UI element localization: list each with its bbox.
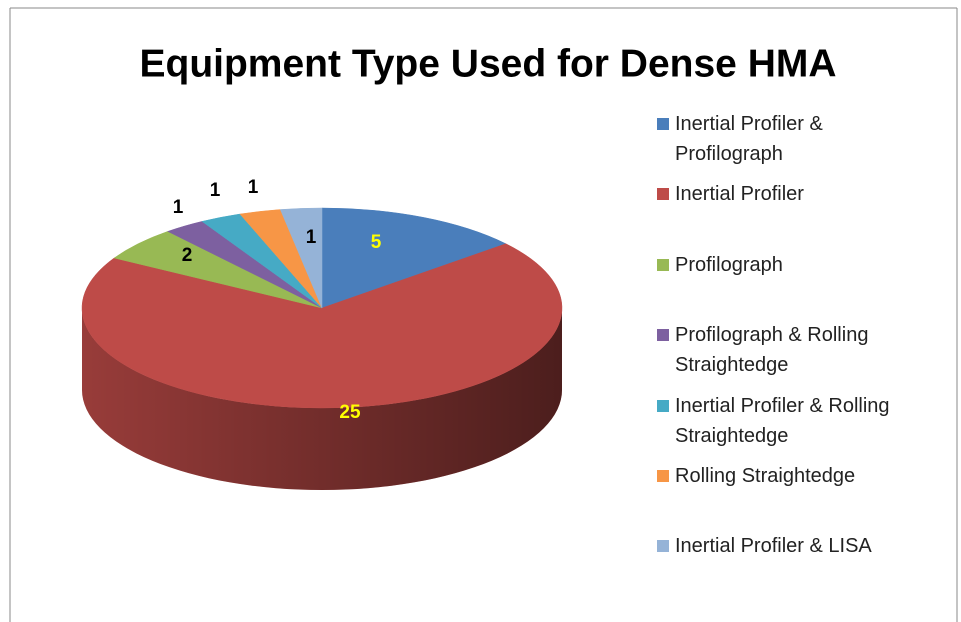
legend-label: Inertial Profiler & Rolling Straightedge <box>675 394 890 447</box>
legend-swatch <box>657 329 669 342</box>
legend-swatch <box>657 188 669 201</box>
legend-label: Inertial Profiler <box>675 183 804 206</box>
legend-swatch <box>657 258 669 271</box>
data-label: 1 <box>248 177 259 198</box>
legend-item: Inertial Profiler & Rolling Straightedge <box>657 391 932 451</box>
data-label: 1 <box>210 180 221 201</box>
legend-item: Inertial Profiler <box>657 179 932 209</box>
legend-label: Inertial Profiler & LISA <box>675 535 872 558</box>
data-label: 5 <box>371 232 382 253</box>
legend-label: Rolling Straightedge <box>675 465 856 487</box>
legend-item: Inertial Profiler & Profilograph <box>657 109 932 169</box>
data-label: 1 <box>173 197 184 218</box>
slice-side-shade <box>82 308 562 490</box>
legend-item: Inertial Profiler & LISA <box>657 531 932 561</box>
slice <box>321 207 507 309</box>
slice <box>279 207 323 309</box>
legend-item: Profilograph <box>657 250 932 280</box>
legend-swatch <box>657 118 669 130</box>
legend-swatch <box>657 470 669 482</box>
legend-label: Profilograph <box>675 253 783 276</box>
chart-title: Equipment Type Used for Dense HMA <box>139 42 836 85</box>
data-label: 25 <box>339 402 361 423</box>
legend-swatch <box>657 540 669 553</box>
legend-item: Profilograph & Rolling Straightedge <box>657 320 932 380</box>
legend-label: Inertial Profiler & Profilograph <box>675 113 823 165</box>
data-label: 2 <box>182 245 193 266</box>
slice <box>81 243 563 409</box>
legend-swatch <box>657 399 669 412</box>
data-label: 1 <box>306 227 317 248</box>
legend-item: Rolling Straightedge <box>657 461 932 491</box>
legend-label: Profilograph & Rolling Straightedge <box>675 324 869 377</box>
